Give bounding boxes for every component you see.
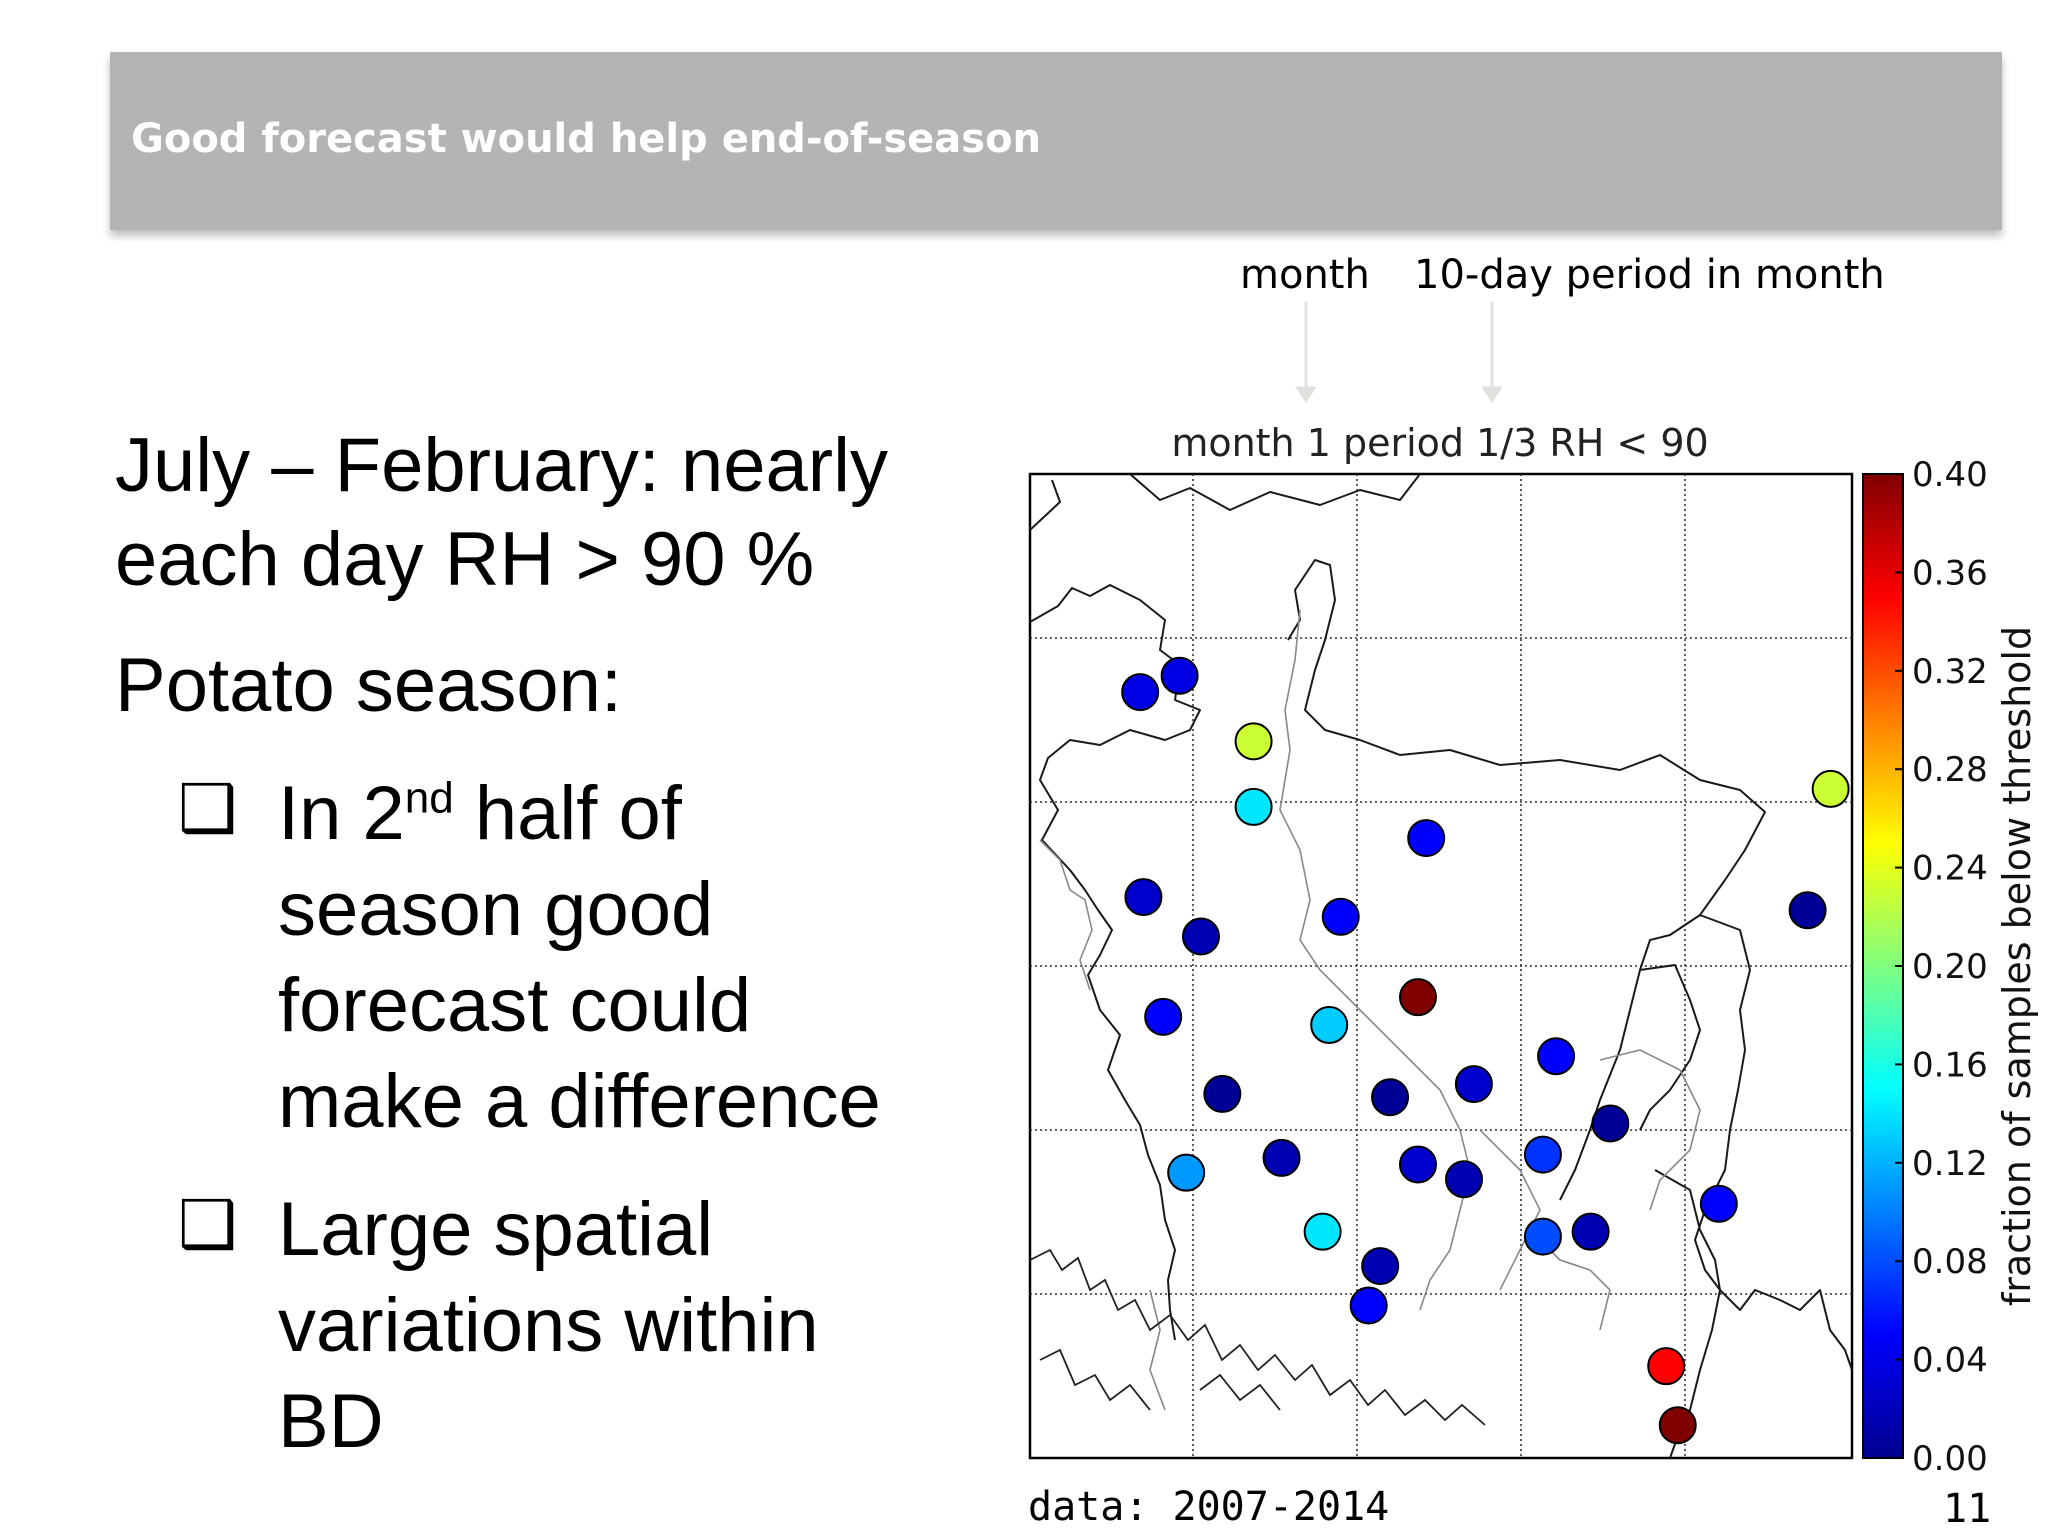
- station-point: [1398, 978, 1437, 1017]
- period-arrow-head: [1481, 386, 1503, 403]
- station-point: [1310, 1006, 1349, 1045]
- colorbar-tick-label: 0.00: [1912, 1439, 1988, 1479]
- station-point: [1571, 1212, 1610, 1251]
- colorbar-label: fraction of samples below threshold: [1995, 626, 2039, 1306]
- station-point: [1234, 787, 1273, 826]
- period-annotation: 10-day period in month: [1414, 252, 1885, 298]
- rivers: [1039, 609, 1701, 1411]
- checkbox-bullet-icon: ❑: [178, 771, 238, 845]
- station-points: [1121, 656, 1850, 1445]
- station-point: [1591, 1104, 1630, 1143]
- station-point: [1811, 769, 1850, 808]
- colorbar-tick-label: 0.36: [1912, 553, 1988, 593]
- colorbar-tick-label: 0.16: [1912, 1045, 1988, 1085]
- station-point: [1167, 1153, 1206, 1192]
- station-point: [1121, 673, 1160, 712]
- month-annotation: month: [1240, 252, 1370, 298]
- colorbar-tick-label: 0.32: [1912, 652, 1988, 692]
- colorbar-tick-label: 0.08: [1912, 1242, 1988, 1282]
- bullet-1-line-3: forecast could: [278, 963, 752, 1048]
- station-point: [1371, 1078, 1410, 1117]
- bullet-1-line-4: make a difference: [278, 1059, 881, 1144]
- station-point: [1523, 1217, 1562, 1256]
- station-point: [1203, 1074, 1242, 1113]
- colorbar-tick-label: 0.24: [1912, 849, 1988, 889]
- month-arrow-head: [1295, 386, 1317, 403]
- rh-map-chart: month 1 period 1/3 RH < 90 0.400.360.320…: [1028, 421, 2039, 1479]
- station-point: [1699, 1184, 1738, 1223]
- colorbar-ticks: 0.40 0.36 0.32 0.28 0.24 0.20 0.16 0.12 0.08 0.04…: [1895, 455, 1988, 1479]
- station-point: [1234, 722, 1273, 761]
- colorbar-tick-label: 0.12: [1912, 1144, 1988, 1184]
- bullet-1-line-2: season good: [278, 867, 714, 952]
- station-point: [1523, 1135, 1562, 1174]
- station-point: [1454, 1065, 1493, 1104]
- slide-title: Good forecast would help end-of-season: [131, 116, 1042, 162]
- bullet-2-line-2: variations within: [278, 1283, 819, 1368]
- bullet-2: Large spatial variations within BD: [278, 1182, 819, 1470]
- station-point: [1262, 1138, 1301, 1177]
- map-gridlines: [1030, 474, 1852, 1458]
- text-line-3: Potato season:: [115, 643, 623, 728]
- slide-header: Good forecast would help end-of-season: [110, 52, 2002, 230]
- bullet-1-line-1: In 2nd half of: [278, 771, 682, 856]
- text-line-2: each day RH > 90 %: [115, 517, 815, 602]
- colorbar-tick-label: 0.40: [1912, 455, 1988, 495]
- colorbar-tick-label: 0.04: [1912, 1341, 1988, 1381]
- station-point: [1124, 878, 1163, 917]
- country-borders: [1030, 474, 1852, 1458]
- delta-coastline: [1030, 1248, 1486, 1426]
- station-point: [1361, 1247, 1400, 1286]
- checkbox-bullet-icon: ❑: [178, 1187, 238, 1261]
- station-point: [1321, 897, 1360, 936]
- bullet-1: In 2nd half of season good forecast coul…: [278, 766, 881, 1150]
- page-number: 11: [1943, 1486, 1992, 1532]
- data-note: data: 2007-2014: [1028, 1484, 1390, 1530]
- station-point: [1181, 917, 1220, 956]
- station-point: [1303, 1212, 1342, 1251]
- colorbar-tick-label: 0.28: [1912, 750, 1988, 790]
- bullet-2-line-3: BD: [278, 1379, 384, 1464]
- text-line-1: July – February: nearly: [115, 423, 888, 508]
- station-point: [1398, 1145, 1437, 1184]
- station-point: [1445, 1160, 1484, 1199]
- station-point: [1788, 891, 1827, 930]
- station-point: [1349, 1286, 1388, 1325]
- station-point: [1160, 656, 1199, 695]
- bullet-2-line-1: Large spatial: [278, 1187, 714, 1272]
- station-point: [1144, 997, 1183, 1036]
- station-point: [1407, 819, 1446, 858]
- station-point: [1537, 1037, 1576, 1076]
- chart-title: month 1 period 1/3 RH < 90: [1171, 421, 1708, 465]
- station-point: [1658, 1406, 1697, 1445]
- colorbar-tick-label: 0.20: [1912, 947, 1988, 987]
- station-point: [1647, 1347, 1686, 1386]
